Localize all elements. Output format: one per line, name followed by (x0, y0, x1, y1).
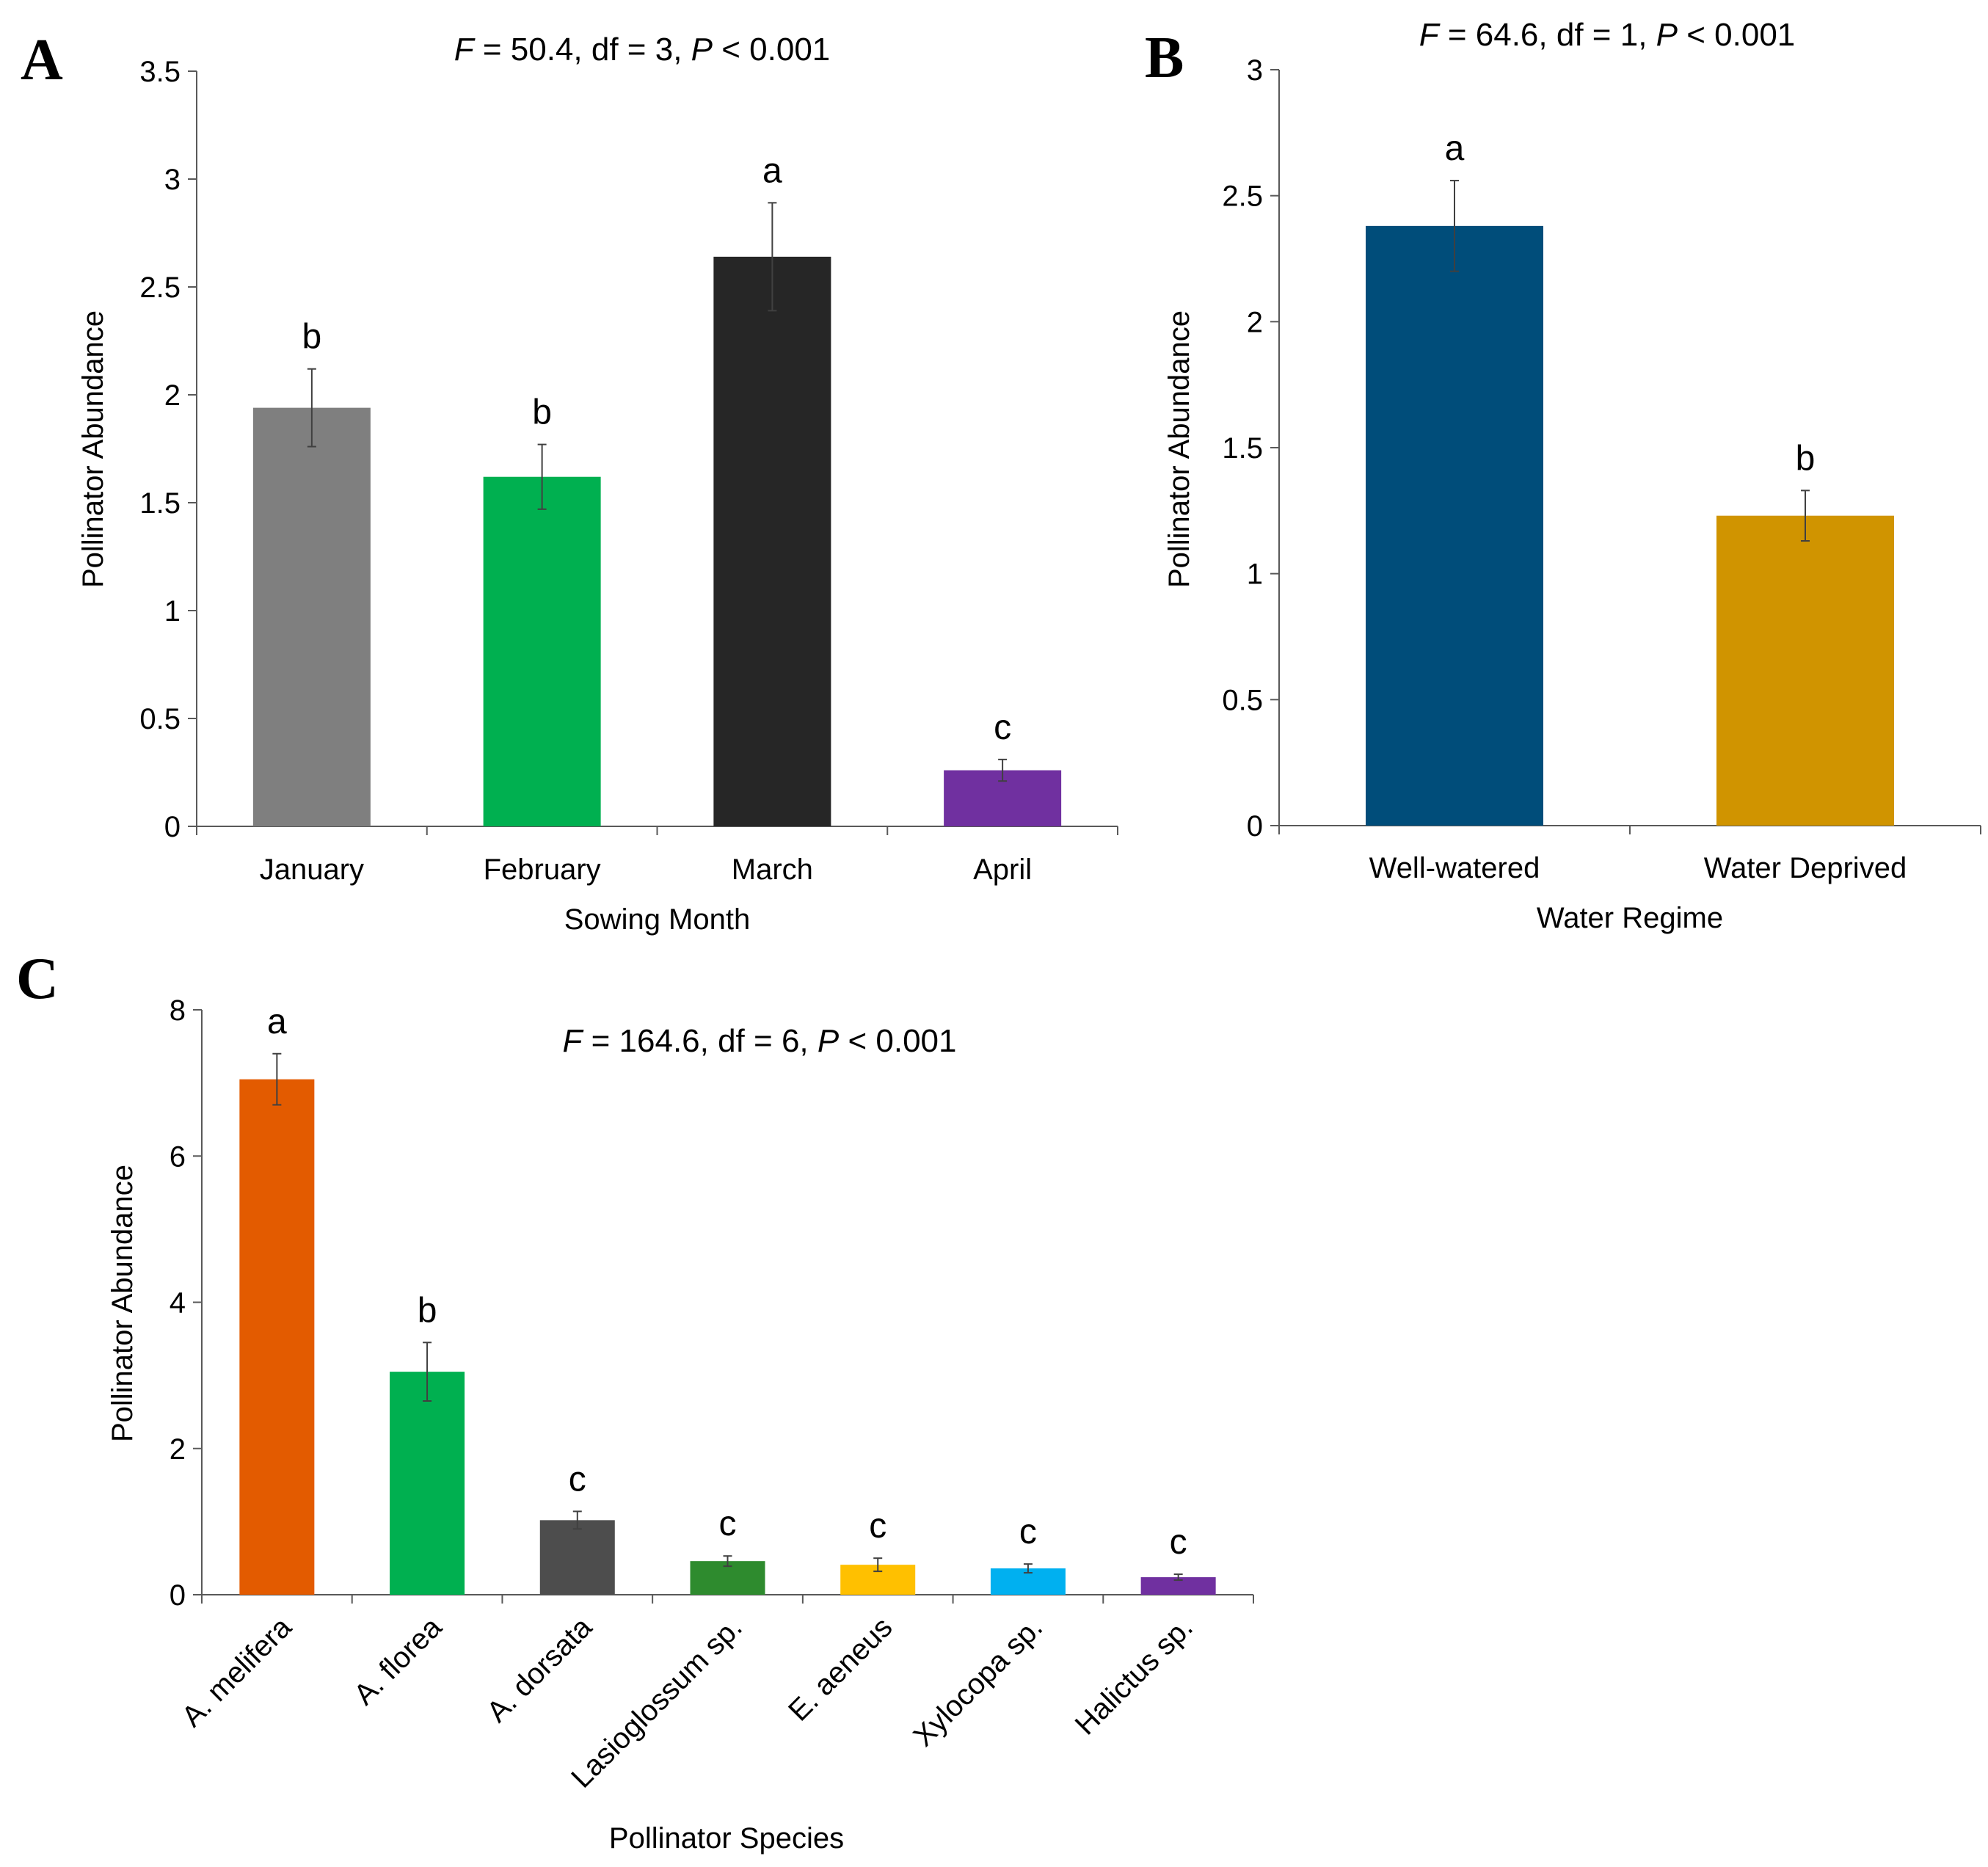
y-axis-title: Pollinator Abundance (106, 1165, 139, 1442)
x-category-label: March (732, 854, 813, 886)
y-tick-label: 3.5 (139, 56, 181, 88)
y-tick-label: 2 (1247, 306, 1263, 338)
stat-p-value: 0.001 (749, 32, 830, 68)
y-tick-label: 6 (170, 1140, 186, 1173)
y-tick-label: 4 (170, 1287, 186, 1320)
stat-p-value: 0.001 (1714, 17, 1795, 53)
significance-letter: b (302, 318, 322, 357)
stat-sep: , (799, 1023, 817, 1059)
bar (1140, 1577, 1216, 1595)
y-tick-label: 3 (1247, 54, 1263, 87)
stat-df-value: 3 (655, 32, 673, 68)
significance-letter: a (267, 1002, 287, 1041)
stat-f-value: 164.6 (619, 1023, 700, 1059)
panel-letter-c: C (16, 947, 59, 1011)
stat-p-value: 0.001 (875, 1023, 956, 1059)
stat-df-label: , df = (1538, 17, 1620, 53)
y-tick-label: 0 (1247, 810, 1263, 842)
significance-letter: c (1019, 1513, 1037, 1551)
stat-annotation-a: F = 50.4, df = 3, P < 0.001 (454, 32, 831, 68)
stat-eq: = (582, 1023, 619, 1059)
y-tick-label: 0.5 (139, 703, 181, 735)
stat-annotation-b: F = 64.6, df = 1, P < 0.001 (1419, 17, 1796, 53)
stat-df-value: 6 (782, 1023, 799, 1059)
y-tick-label: 2 (170, 1433, 186, 1466)
plot-area-a: 0 0.5 1 1.5 2 2.5 3 3.5 b January b February a March c… (77, 56, 1118, 936)
bar (390, 1372, 465, 1595)
stat-f-value: 64.6 (1476, 17, 1539, 53)
bar (539, 1520, 615, 1595)
y-tick-label: 2 (164, 379, 181, 412)
stat-sep: , (1638, 17, 1656, 53)
y-axis-title: Pollinator Abundance (77, 310, 109, 588)
y-tick-label: 1 (164, 595, 181, 627)
significance-letter: b (418, 1291, 437, 1330)
y-tick-label: 2.5 (1222, 181, 1263, 213)
stat-p-sep: < (839, 1023, 875, 1059)
x-category-label: Xylocopa sp. (907, 1611, 1049, 1753)
bar (1716, 515, 1894, 826)
significance-letter: a (1445, 129, 1465, 168)
significance-letter: c (994, 708, 1011, 747)
x-category-label: Water Deprived (1704, 852, 1907, 884)
stat-sep: , (673, 32, 691, 68)
stat-f-value: 50.4 (511, 32, 574, 68)
x-category-label: Halictus sp. (1069, 1611, 1199, 1741)
stat-df-label: , df = (573, 32, 655, 68)
bar (1366, 225, 1543, 826)
bar (239, 1079, 315, 1595)
y-tick-label: 0.5 (1222, 684, 1263, 716)
y-tick-label: 2.5 (139, 272, 181, 304)
stat-p-sep: < (1678, 17, 1714, 53)
x-category-label: April (973, 854, 1032, 886)
stat-annotation-c: F = 164.6, df = 6, P < 0.001 (562, 1023, 956, 1059)
panel-letter-b: B (1145, 26, 1184, 90)
x-axis-title: Pollinator Species (609, 1822, 844, 1855)
x-category-label: January (260, 854, 364, 886)
y-tick-label: 1.5 (1222, 432, 1263, 465)
significance-letter: c (1170, 1523, 1187, 1562)
x-category-label: Well-watered (1369, 852, 1540, 884)
y-tick-label: 1.5 (139, 487, 181, 520)
y-tick-label: 3 (164, 164, 181, 196)
x-axis-title: Water Regime (1537, 902, 1723, 934)
chart-panel-c: C F = 164.6, df = 6, P < 0.001 0 2 4 6 8 a A. … (16, 947, 1254, 1855)
y-tick-label: 8 (170, 994, 186, 1027)
x-category-label: E. aeneus (782, 1611, 898, 1727)
x-category-label: A. florea (348, 1611, 448, 1711)
plot-area-b: 0 0.5 1 1.5 2 2.5 3 a Well-watered b Water Deprive… (1163, 54, 1981, 934)
chart-panel-a: A F = 50.4, df = 3, P < 0.001 0 0.5 1 1.5 2 2… (21, 28, 1118, 936)
x-category-label: February (484, 854, 601, 886)
significance-letter: c (869, 1507, 886, 1546)
x-axis-title: Sowing Month (564, 903, 750, 936)
bar (483, 476, 601, 826)
x-category-label: A. dorsata (481, 1611, 599, 1729)
y-axis-title: Pollinator Abundance (1163, 310, 1195, 588)
significance-letter: c (569, 1460, 586, 1499)
chart-panel-b: B F = 64.6, df = 1, P < 0.001 0 0.5 1 1.5 2 2… (1145, 17, 1981, 934)
bar (252, 407, 371, 826)
stat-df-label: , df = (700, 1023, 782, 1059)
significance-letter: b (532, 393, 552, 432)
significance-letter: b (1796, 439, 1816, 478)
stat-df-value: 1 (1620, 17, 1638, 53)
y-tick-label: 0 (170, 1579, 186, 1612)
stat-p-sep: < (713, 32, 749, 68)
y-tick-label: 1 (1247, 558, 1263, 591)
panel-letter-a: A (21, 28, 63, 92)
bar (713, 256, 831, 827)
stat-f-value: = (474, 32, 511, 68)
stat-eq: = (1439, 17, 1476, 53)
significance-letter: a (762, 151, 782, 190)
x-category-label: A. melifera (175, 1611, 298, 1733)
significance-letter: c (719, 1504, 737, 1543)
y-tick-label: 0 (164, 811, 181, 843)
